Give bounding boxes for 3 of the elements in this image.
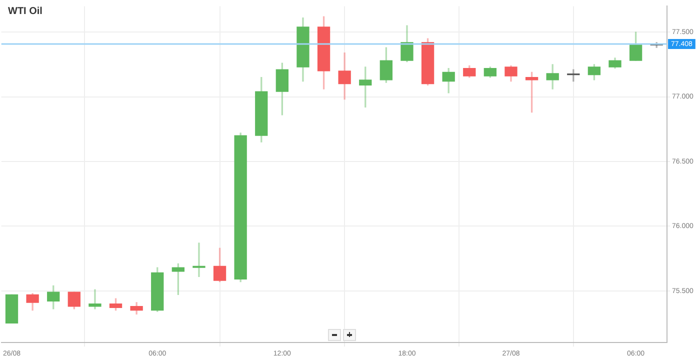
chart-title: WTI Oil: [8, 6, 42, 17]
candlestick: [88, 289, 102, 310]
candlestick: [192, 242, 206, 277]
